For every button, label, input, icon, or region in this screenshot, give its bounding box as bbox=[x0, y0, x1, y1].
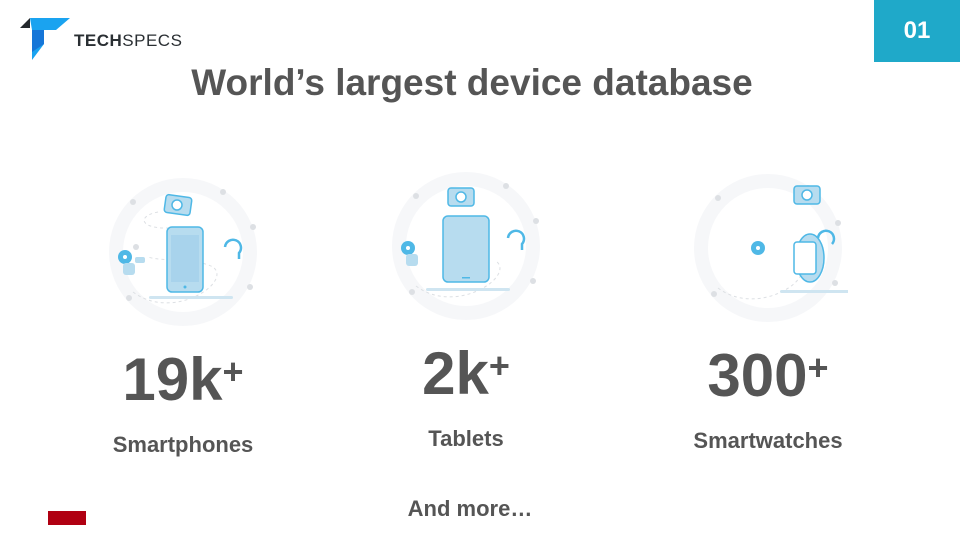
smartwatch-illustration-icon bbox=[694, 174, 848, 322]
stat-value: 2k+ bbox=[422, 340, 510, 407]
stat-smartphones: 19k+ Smartphones bbox=[53, 172, 313, 458]
logo-mark-icon bbox=[20, 18, 70, 60]
tablet-illustration-icon bbox=[392, 172, 540, 320]
stat-value: 300+ bbox=[707, 342, 829, 409]
stat-smartwatches: 300+ Smartwatches bbox=[638, 168, 898, 454]
slide-number-badge: 01 bbox=[874, 0, 960, 62]
logo-text-bold: TECH bbox=[74, 31, 123, 50]
stat-label: Smartphones bbox=[112, 432, 254, 457]
smartphone-illustration-icon bbox=[109, 178, 257, 326]
and-more-text: And more… bbox=[407, 496, 533, 521]
page-title: World’s largest device database bbox=[191, 62, 753, 103]
stat-value: 19k+ bbox=[122, 346, 244, 413]
stat-label: Smartwatches bbox=[693, 428, 843, 453]
techspecs-logo: TECHSPECS bbox=[18, 14, 182, 60]
stat-tablets: 2k+ Tablets bbox=[336, 166, 596, 452]
stat-label: Tablets bbox=[428, 426, 504, 451]
logo-text-light: SPECS bbox=[122, 31, 183, 50]
footer-accent-bar bbox=[48, 511, 86, 525]
